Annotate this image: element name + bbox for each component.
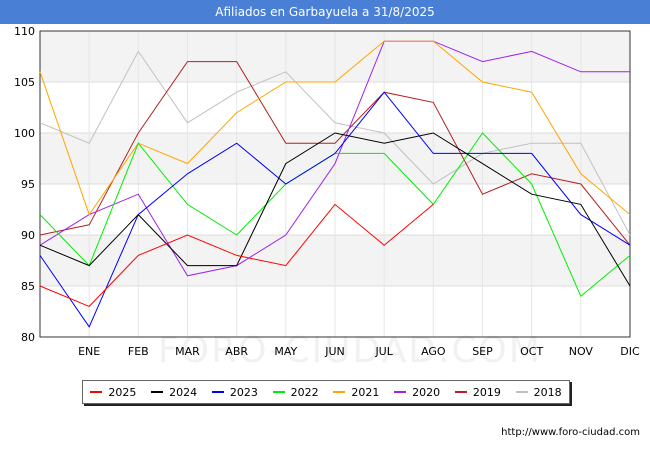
plot-border (39, 30, 631, 338)
y-tick-label: 85 (21, 280, 35, 293)
legend-label: 2021 (351, 385, 380, 399)
x-tick-label: SEP (472, 345, 493, 358)
x-tick-label: FEB (128, 345, 149, 358)
legend-swatch (211, 391, 224, 393)
series-line-2019 (39, 61, 631, 246)
legend-item-2024: 2024 (151, 386, 197, 399)
legend-item-2022: 2022 (272, 385, 319, 399)
legend-label: 2022 (290, 385, 319, 399)
legend-swatch (151, 391, 164, 393)
x-tick-label: ENE (78, 345, 100, 358)
legend-label: 2024 (169, 385, 198, 399)
legend-item-2025: 2025 (90, 386, 136, 399)
legend-label: 2023 (229, 385, 258, 399)
series-line-2020 (39, 40, 630, 277)
legend-label: 2018 (533, 385, 562, 399)
y-tick-label: 95 (21, 178, 35, 191)
legend-item-2021: 2021 (333, 386, 379, 399)
x-tick-label: JUN (324, 345, 345, 358)
title-bar (0, 0, 650, 24)
x-tick-label: ABR (225, 345, 248, 358)
legend-swatch (454, 391, 467, 393)
chart-legend: 2025 2024 2023 2022 2021 2020 2019 2018 (82, 380, 570, 404)
x-tick-label: MAY (274, 345, 297, 358)
x-tick-label: MAR (175, 345, 200, 358)
x-tick-label: DIC (620, 345, 640, 358)
legend-swatch (272, 391, 285, 393)
y-tick-label: 80 (21, 331, 35, 344)
x-tick-label: NOV (569, 345, 594, 358)
legend-label: 2025 (108, 385, 137, 399)
x-tick-label: JUL (374, 345, 393, 358)
legend-swatch (90, 391, 103, 393)
x-tick-label: AGO (421, 345, 446, 358)
series-line-2025 (39, 203, 434, 307)
legend-swatch (515, 391, 528, 393)
source-url[interactable]: http://www.foro-ciudad.com (501, 427, 640, 438)
x-tick-label: OCT (520, 345, 543, 358)
legend-item-2023: 2023 (211, 385, 258, 399)
legend-item-2018: 2018 (515, 385, 562, 399)
legend-item-2020: 2020 (394, 386, 440, 399)
y-tick-label: 90 (21, 229, 35, 242)
y-tick-label: 110 (14, 25, 35, 38)
y-tick-label: 105 (14, 76, 35, 89)
legend-label: 2019 (472, 385, 501, 399)
legend-label: 2020 (412, 385, 441, 399)
series-line-2024 (39, 132, 631, 287)
legend-item-2019: 2019 (454, 385, 501, 399)
legend-swatch (333, 391, 346, 393)
y-tick-label: 100 (14, 127, 35, 140)
legend-swatch (394, 391, 407, 393)
series-line-2018 (39, 50, 631, 236)
chart-title: Afiliados en Garbayuela a 31/8/2025 (215, 5, 435, 19)
